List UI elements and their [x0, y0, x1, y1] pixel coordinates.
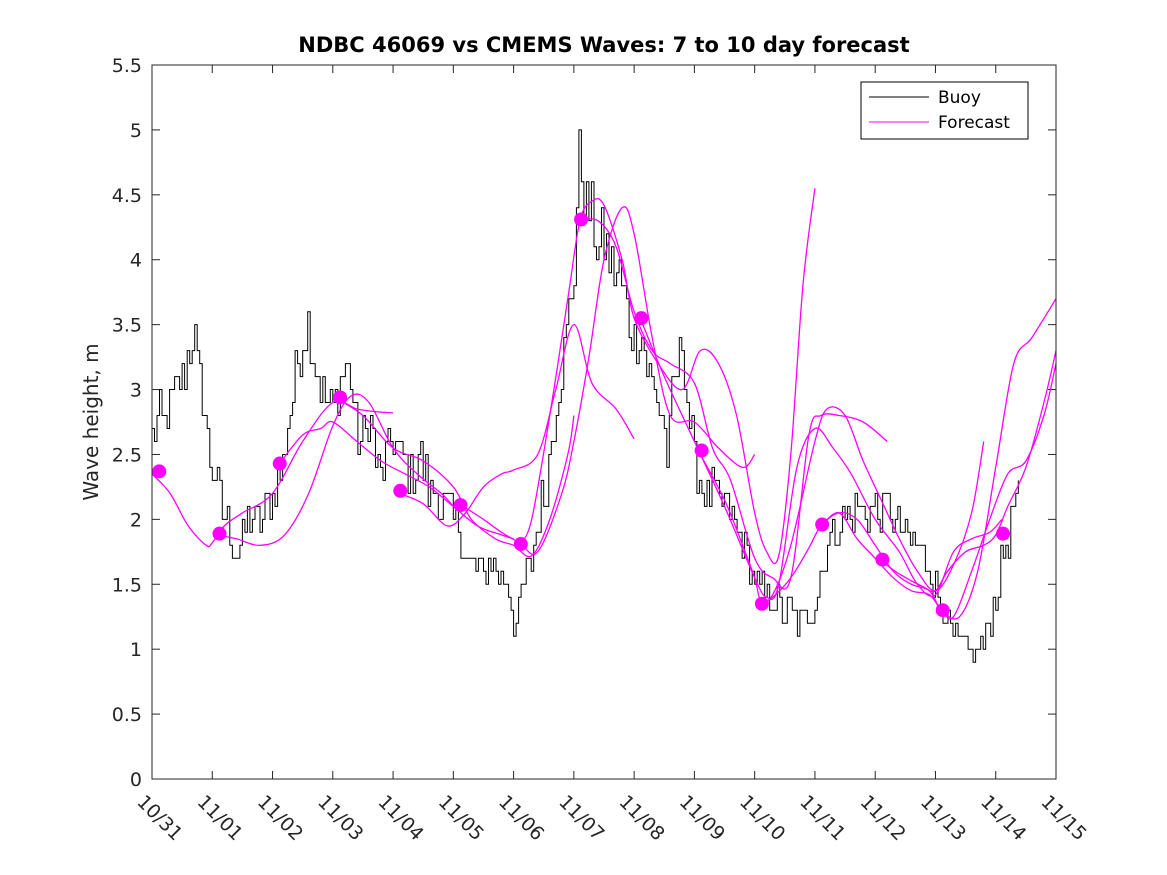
- chart-title: NDBC 46069 vs CMEMS Waves: 7 to 10 day f…: [298, 33, 909, 57]
- legend-box: [860, 81, 1029, 140]
- forecast-markers: [152, 212, 1010, 618]
- y-tick-label: 2.5: [112, 444, 142, 466]
- y-tick-label: 0.5: [112, 704, 142, 726]
- forecast-line-run13: [880, 350, 1057, 593]
- y-tick-label: 3.5: [112, 315, 142, 337]
- forecast-marker-13: [875, 552, 890, 567]
- y-tick-label: 4.5: [112, 185, 142, 207]
- forecast-line-run2: [218, 393, 454, 546]
- legend: Buoy Forecast: [860, 81, 1029, 140]
- plot-frame: [151, 64, 1057, 780]
- forecast-line-run11: [760, 298, 1057, 620]
- plot-area: [152, 65, 1056, 779]
- forecast-marker-6: [453, 498, 468, 513]
- forecast-marker-5: [393, 483, 408, 498]
- forecast-marker-1: [152, 464, 167, 479]
- forecast-line-run5: [398, 323, 635, 527]
- buoy-line: [152, 129, 1019, 663]
- forecast-marker-2: [212, 526, 227, 541]
- buoy-series: [152, 129, 1019, 663]
- forecast-series: [151, 188, 1057, 620]
- forecast-line-run4: [338, 399, 575, 558]
- y-tick-label: 5: [130, 120, 142, 142]
- legend-label-buoy: Buoy: [938, 88, 981, 108]
- forecast-marker-12: [815, 517, 830, 532]
- forecast-marker-11: [754, 596, 769, 611]
- forecast-marker-10: [694, 443, 709, 458]
- legend-label-forecast: Forecast: [938, 113, 1010, 133]
- forecast-marker-9: [634, 311, 649, 326]
- forecast-marker-14: [935, 603, 950, 618]
- y-axis-label: Wave height, m: [79, 343, 103, 500]
- forecast-marker-3: [272, 456, 287, 471]
- y-tick-label: 1: [130, 639, 142, 661]
- forecast-line-run9: [639, 317, 1003, 600]
- forecast-marker-8: [574, 212, 589, 227]
- forecast-marker-4: [333, 390, 348, 405]
- y-tick-label: 2: [130, 509, 142, 531]
- forecast-line-run7: [519, 188, 816, 565]
- y-tick-label: 3: [130, 380, 142, 402]
- forecast-line-run10: [699, 406, 985, 603]
- forecast-marker-15: [995, 526, 1010, 541]
- y-tick-label: 1.5: [112, 574, 142, 596]
- forecast-line-run1: [151, 400, 394, 548]
- forecast-marker-7: [513, 537, 528, 552]
- y-tick-label: 4: [130, 250, 142, 272]
- y-tick-label: 0: [130, 769, 142, 791]
- axis-ticks: [151, 64, 1057, 780]
- y-tick-label: 5.5: [112, 55, 142, 77]
